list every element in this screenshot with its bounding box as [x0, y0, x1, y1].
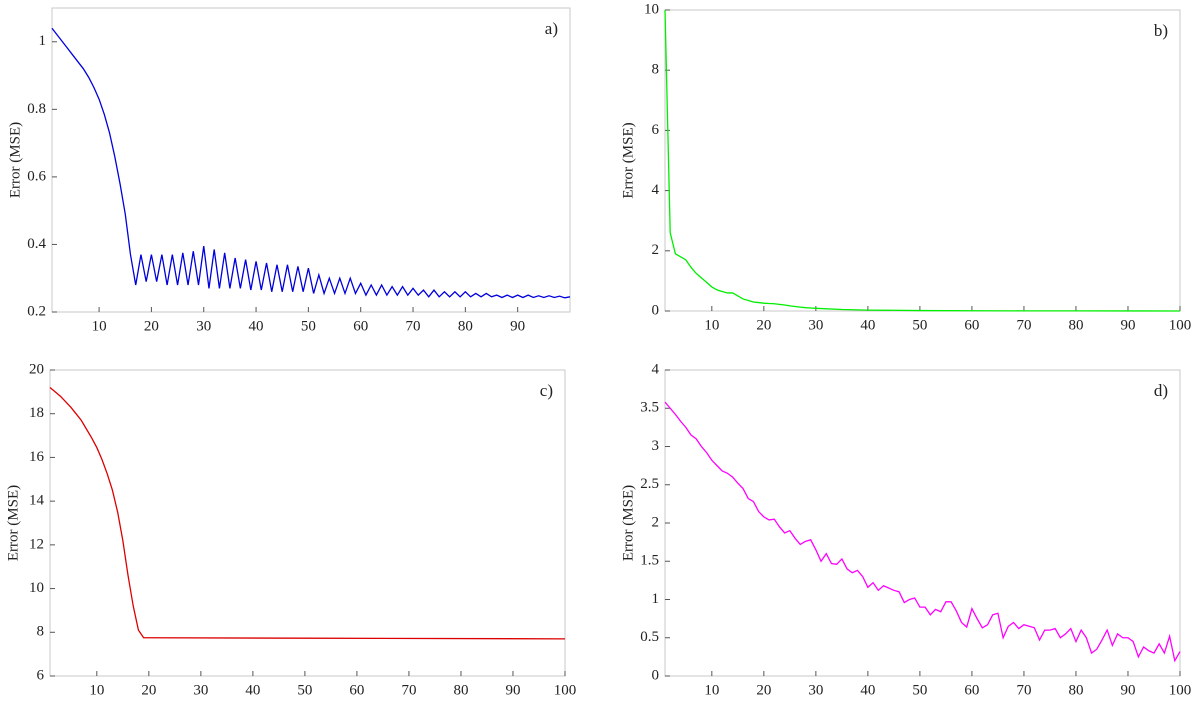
x-tick-label: 60	[964, 682, 979, 698]
data-line	[51, 27, 571, 299]
x-tick-label: 20	[141, 682, 156, 698]
x-tick-label: 50	[301, 318, 316, 334]
data-line	[664, 9, 1181, 312]
y-tick-label: 0.5	[640, 629, 659, 645]
x-tick-label: 40	[245, 682, 260, 698]
plot-frame	[664, 369, 1181, 677]
y-tick-label: 0	[652, 667, 660, 683]
panel-annotation: c)	[540, 381, 553, 400]
panel-annotation: a)	[545, 19, 558, 38]
x-tick-label: 20	[144, 318, 159, 334]
x-tick-label: 60	[964, 317, 979, 333]
y-tick-label: 6	[37, 667, 45, 683]
y-tick-label: 3.5	[640, 400, 659, 416]
y-tick-label: 0	[652, 302, 660, 318]
y-tick-label: 1	[652, 591, 660, 607]
x-tick-label: 80	[453, 682, 468, 698]
data-line	[664, 401, 1181, 663]
y-tick-label: 1.5	[640, 553, 659, 569]
x-tick-label: 10	[704, 317, 719, 333]
y-axis-label: Error (MSE)	[5, 485, 21, 561]
y-tick-label: 16	[29, 449, 45, 465]
y-axis-label: Error (MSE)	[620, 485, 636, 561]
x-tick-label: 20	[756, 682, 771, 698]
x-tick-label: 90	[1120, 317, 1135, 333]
y-tick-label: 1	[39, 33, 47, 49]
y-tick-label: 8	[652, 62, 660, 78]
y-tick-label: 0.8	[27, 101, 46, 117]
x-tick-label: 70	[406, 318, 421, 334]
plot-frame	[664, 9, 1181, 312]
panel-annotation: b)	[1154, 21, 1168, 40]
x-tick-label: 70	[401, 682, 416, 698]
x-tick-label: 80	[1068, 682, 1083, 698]
y-tick-label: 0.6	[27, 168, 46, 184]
y-axis-label: Error (MSE)	[620, 122, 636, 198]
x-tick-label: 50	[912, 317, 927, 333]
y-tick-label: 2.5	[640, 476, 659, 492]
x-tick-label: 90	[505, 682, 520, 698]
x-tick-label: 80	[1068, 317, 1083, 333]
x-tick-label: 20	[756, 317, 771, 333]
y-tick-label: 6	[652, 122, 660, 138]
y-tick-label: 12	[29, 536, 44, 552]
y-tick-label: 0.2	[27, 303, 46, 319]
x-tick-label: 10	[89, 682, 104, 698]
x-tick-label: 40	[860, 682, 875, 698]
x-tick-label: 30	[808, 317, 823, 333]
panel-annotation: d)	[1154, 381, 1168, 400]
x-tick-label: 10	[704, 682, 719, 698]
x-tick-label: 80	[458, 318, 473, 334]
x-tick-label: 100	[1169, 317, 1192, 333]
x-tick-label: 100	[1169, 682, 1192, 698]
x-tick-label: 70	[1016, 682, 1031, 698]
y-tick-label: 14	[29, 493, 45, 509]
x-tick-label: 60	[349, 682, 364, 698]
x-tick-label: 60	[353, 318, 368, 334]
y-tick-label: 3	[652, 438, 660, 454]
subplot: 10 20 30 40 50 60 70 80 90 0.2 0.4 0.6 0.8 1 Error (MS…	[7, 7, 571, 334]
y-tick-label: 10	[29, 580, 44, 596]
x-tick-label: 30	[808, 682, 823, 698]
x-tick-label: 30	[196, 318, 211, 334]
y-tick-label: 2	[652, 242, 660, 258]
y-tick-label: 4	[652, 361, 660, 377]
data-line	[49, 386, 566, 640]
x-tick-label: 10	[92, 318, 107, 334]
y-tick-label: 4	[652, 182, 660, 198]
x-tick-label: 100	[554, 682, 577, 698]
x-tick-label: 90	[1120, 682, 1135, 698]
y-tick-label: 8	[37, 624, 45, 640]
x-tick-label: 70	[1016, 317, 1031, 333]
y-tick-label: 0.4	[27, 236, 46, 252]
subplot: 10 20 30 40 50 60 70 80 90 100 0 0.5 1 1.5 2 2.5 3 3.5 4 Er…	[620, 361, 1191, 698]
y-tick-label: 10	[644, 1, 659, 17]
x-tick-label: 30	[193, 682, 208, 698]
y-tick-label: 20	[29, 361, 44, 377]
y-axis-label: Error (MSE)	[7, 122, 23, 198]
y-tick-label: 2	[652, 514, 660, 530]
x-tick-label: 50	[297, 682, 312, 698]
subplot: 10 20 30 40 50 60 70 80 90 100 6 8 10 12 14 16 18 20 Error…	[5, 361, 576, 698]
y-tick-label: 18	[29, 405, 44, 421]
subplot: 10 20 30 40 50 60 70 80 90 100 0 2 4 6 8 10 Error (MSE) b…	[620, 1, 1191, 333]
x-tick-label: 50	[912, 682, 927, 698]
x-tick-label: 90	[510, 318, 525, 334]
x-tick-label: 40	[249, 318, 264, 334]
x-tick-label: 40	[860, 317, 875, 333]
plot-frame	[51, 7, 571, 313]
plot-frame	[49, 369, 566, 677]
